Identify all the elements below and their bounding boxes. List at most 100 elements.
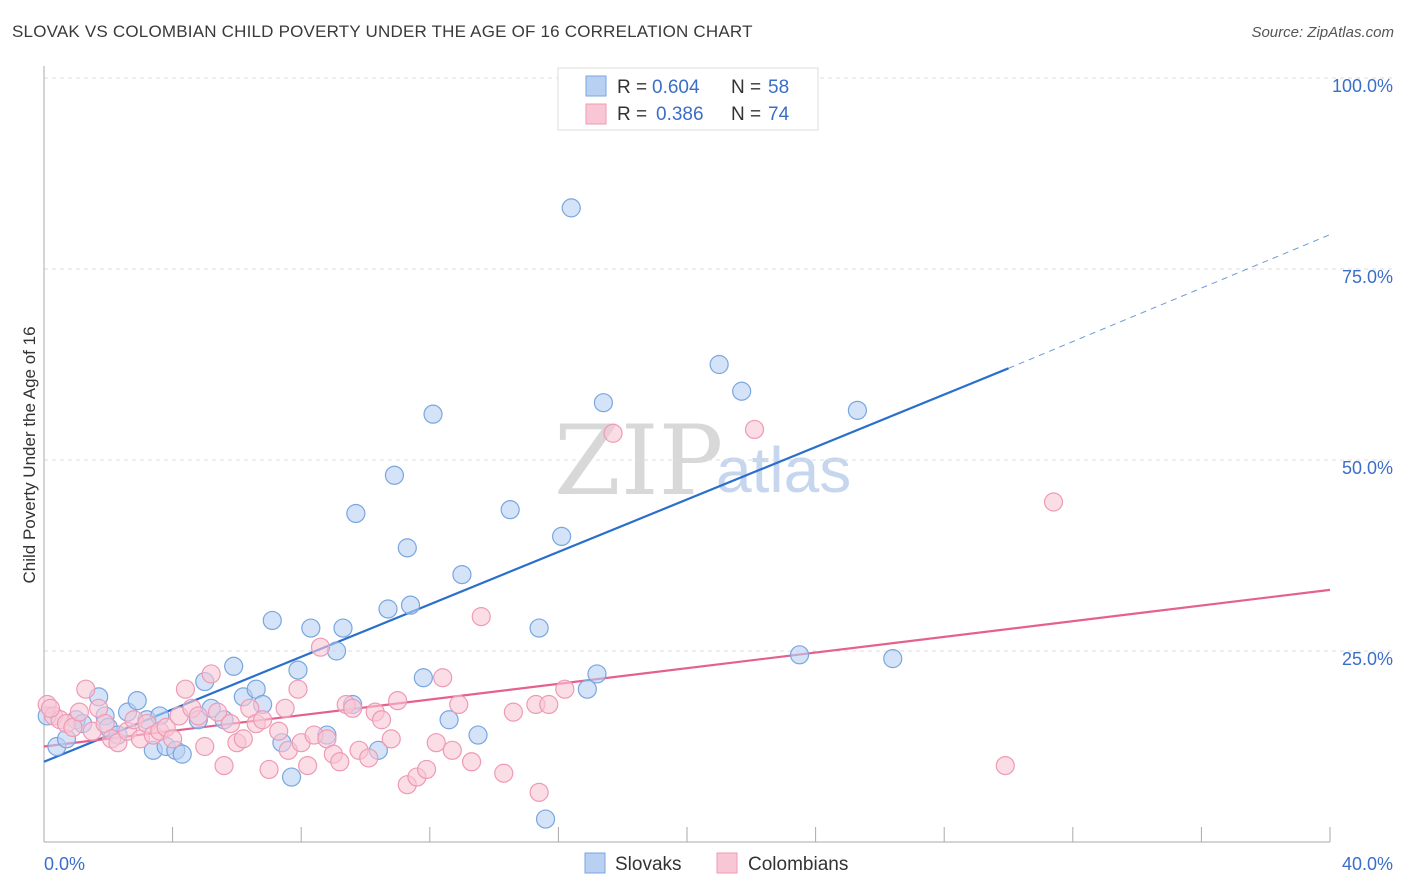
data-point-slovak — [789, 645, 810, 665]
data-point-colombian — [288, 679, 308, 699]
data-point-slovak — [413, 668, 433, 688]
data-point-colombian — [163, 729, 183, 749]
data-point-colombian — [233, 729, 253, 749]
data-point-colombian — [76, 679, 96, 699]
data-point-colombian — [416, 759, 437, 780]
legend-box: R = 0.604 N = 58 R = 0.386 N = 74 — [557, 67, 819, 131]
data-point-colombian — [381, 729, 401, 749]
y-axis-label: Child Poverty Under the Age of 16 — [20, 326, 39, 583]
data-point-slovak — [529, 618, 549, 638]
data-point-colombian — [449, 694, 469, 715]
data-point-colombian — [175, 679, 196, 699]
data-point-colombian — [388, 691, 408, 711]
data-point-colombian — [529, 782, 549, 802]
data-point-slovak — [423, 404, 443, 424]
scatter-points — [37, 198, 1064, 829]
data-point-colombian — [426, 733, 446, 753]
data-point-colombian — [188, 706, 208, 726]
data-point-slovak — [593, 393, 614, 413]
data-point-slovak — [587, 664, 607, 684]
x-tick-label-min: 0.0% — [44, 854, 85, 874]
data-point-colombian — [1043, 492, 1064, 512]
bottom-legend-label-slovaks: Slovaks — [615, 854, 682, 875]
data-point-colombian — [359, 748, 379, 768]
y-tick-label: 50.0% — [1342, 458, 1393, 478]
legend-n-label-slovaks: N = — [731, 77, 761, 98]
axis-ticks: 25.0% 50.0% 75.0% 100.0% — [43, 76, 1393, 842]
bottom-legend-swatch-slovaks — [584, 852, 606, 874]
y-tick-label: 75.0% — [1342, 267, 1393, 287]
data-point-colombian — [503, 702, 523, 722]
data-point-slovak — [378, 599, 398, 619]
bottom-legend-swatch-colombians — [716, 852, 738, 874]
trend-line-slovaks — [43, 367, 1009, 763]
legend-r-label-slovaks: R = — [617, 77, 647, 98]
bottom-legend: Slovaks Colombians — [584, 852, 848, 875]
x-tick-label-max: 40.0% — [1342, 854, 1393, 874]
legend-r-value-slovaks: 0.604 — [652, 77, 700, 98]
data-point-colombian — [195, 736, 215, 757]
data-point-colombian — [471, 607, 491, 627]
data-point-colombian — [275, 698, 295, 718]
legend-n-label-colombians: N = — [731, 104, 761, 125]
data-point-slovak — [397, 538, 417, 558]
data-point-colombian — [494, 763, 514, 783]
watermark-zip: ZIP — [554, 405, 723, 517]
data-point-colombian — [259, 759, 279, 780]
data-point-slovak — [262, 610, 282, 631]
data-point-slovak — [384, 465, 405, 485]
y-tick-label: 25.0% — [1342, 649, 1393, 669]
data-point-slovak — [883, 649, 903, 669]
data-point-colombian — [220, 713, 241, 734]
data-point-colombian — [995, 755, 1015, 776]
data-point-colombian — [208, 702, 228, 722]
data-point-slovak — [552, 526, 572, 547]
data-point-slovak — [281, 767, 302, 787]
data-point-colombian — [201, 664, 221, 684]
data-point-slovak — [326, 641, 347, 661]
data-point-slovak — [847, 400, 867, 420]
data-point-slovak — [468, 725, 488, 745]
legend-r-value-colombians: 0.386 — [656, 104, 704, 125]
data-point-colombian — [603, 423, 623, 443]
data-point-colombian — [40, 698, 61, 718]
source-label: Source: ZipAtlas.com — [1251, 24, 1394, 41]
data-point-slovak — [535, 809, 556, 829]
data-point-slovak — [452, 564, 472, 585]
data-point-colombian — [744, 419, 765, 440]
legend-n-value-colombians: 74 — [768, 104, 790, 125]
legend-swatch-colombians — [585, 103, 607, 125]
data-point-colombian — [253, 710, 273, 730]
data-point-colombian — [269, 721, 289, 741]
data-point-slovak — [127, 691, 147, 711]
data-point-colombian — [442, 740, 462, 760]
data-point-colombian — [433, 668, 453, 688]
data-point-slovak — [577, 679, 597, 699]
legend-r-label-colombians: R = — [617, 104, 647, 125]
data-point-colombian — [461, 752, 482, 772]
data-point-slovak — [224, 656, 244, 676]
trend-line-slovaks-extension — [1008, 234, 1331, 369]
data-point-colombian — [69, 702, 89, 722]
data-point-colombian — [371, 710, 392, 730]
data-point-colombian — [330, 752, 350, 772]
data-point-colombian — [343, 698, 363, 718]
data-point-slovak — [561, 198, 581, 218]
data-point-slovak — [732, 381, 752, 401]
legend-n-value-slovaks: 58 — [768, 77, 789, 98]
data-point-slovak — [301, 618, 321, 638]
chart-title: SLOVAK VS COLOMBIAN CHILD POVERTY UNDER … — [12, 22, 753, 41]
data-point-slovak — [400, 595, 421, 615]
data-point-colombian — [310, 637, 331, 657]
data-point-slovak — [288, 660, 308, 680]
data-point-slovak — [333, 618, 353, 638]
y-tick-label: 100.0% — [1332, 76, 1393, 96]
data-point-slovak — [439, 710, 459, 730]
data-point-colombian — [214, 755, 234, 776]
bottom-legend-label-colombians: Colombians — [748, 854, 848, 875]
legend-swatch-slovaks — [585, 75, 607, 97]
data-point-colombian — [298, 755, 318, 776]
data-point-colombian — [555, 679, 575, 699]
watermark-atlas: atlas — [716, 434, 851, 506]
